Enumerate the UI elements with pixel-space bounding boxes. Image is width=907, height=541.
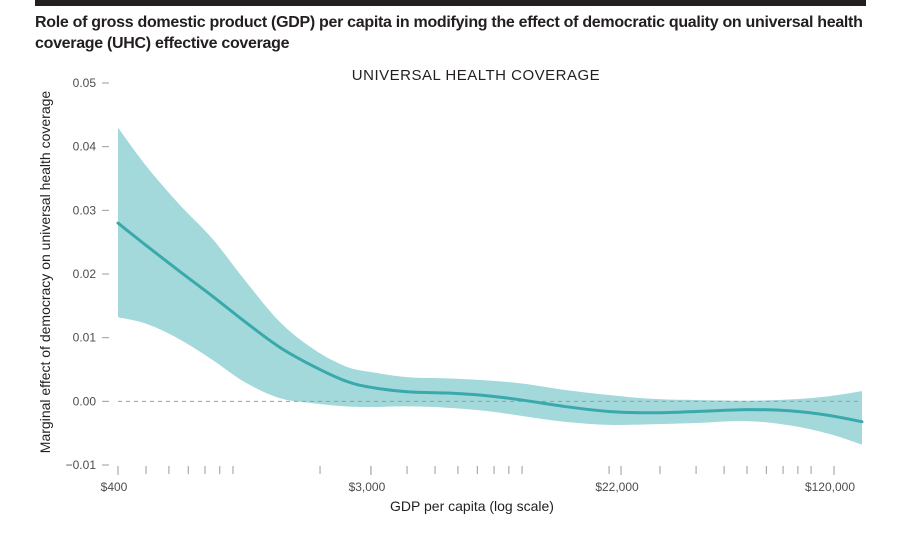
y-tick-label: 0.02 bbox=[73, 267, 97, 281]
y-tick-label: 0.05 bbox=[73, 76, 97, 90]
x-tick-label: $22,000 bbox=[595, 480, 639, 494]
y-tick-label: 0.04 bbox=[73, 140, 97, 154]
confidence-band bbox=[118, 127, 862, 445]
x-tick-label: $3,000 bbox=[349, 480, 386, 494]
y-tick-label: −0.01 bbox=[66, 458, 97, 472]
figure-title: Role of gross domestic product (GDP) per… bbox=[35, 14, 863, 52]
title-rule bbox=[35, 0, 866, 6]
marginal-effect-line bbox=[116, 221, 864, 424]
y-tick-label: 0.01 bbox=[73, 331, 97, 345]
x-tick-label: $120,000 bbox=[805, 480, 855, 494]
x-axis-label: GDP per capita (log scale) bbox=[390, 498, 554, 514]
x-tick-label: $400 bbox=[101, 480, 128, 494]
y-axis-label: Marginal effect of democracy on universa… bbox=[37, 91, 53, 454]
y-tick-label: 0.03 bbox=[73, 203, 97, 217]
y-tick-label: 0.00 bbox=[73, 394, 97, 408]
chart-title: UNIVERSAL HEALTH COVERAGE bbox=[352, 67, 600, 84]
